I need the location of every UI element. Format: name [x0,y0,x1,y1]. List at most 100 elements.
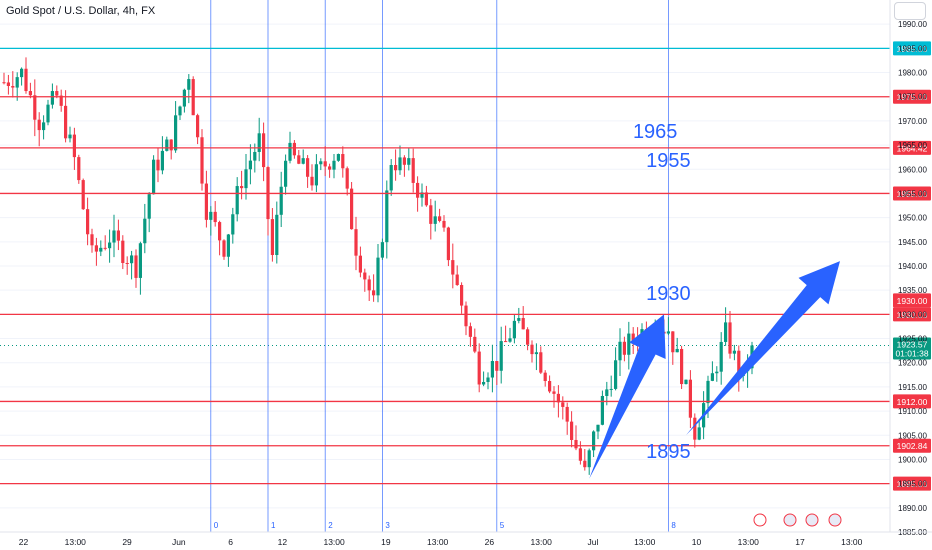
candle-body [464,305,468,327]
candle-body [424,192,428,206]
candle-body [156,159,160,171]
time-tick-label: 29 [122,537,132,547]
candle-body [486,377,490,382]
time-tick-label: 13:00 [531,537,553,547]
price-tick-label: 1900.00 [898,455,927,464]
candle-body [310,176,314,186]
candle-body [130,255,134,264]
level-tag [893,438,931,453]
time-tick-label: 13:00 [427,537,449,547]
session-label: 8 [671,521,676,530]
candle-body [11,85,15,88]
candle-body [64,105,68,139]
candle-body [728,322,732,354]
price-tick-label: 1895.00 [898,480,927,489]
candle-body [165,139,169,151]
level-tag [893,307,931,322]
candle-body [438,216,442,221]
candle-body [605,389,609,396]
candle-body [490,361,494,378]
candle-body [614,360,618,389]
time-tick-label: 22 [19,537,29,547]
candle-body [33,95,37,120]
candle-body [125,262,129,264]
candle-body [240,186,244,189]
candle-body [680,348,684,385]
candle-body [187,79,191,90]
candle-body [574,439,578,449]
candle-body [609,388,613,390]
candle-body [37,119,41,131]
candle-body [152,159,156,195]
candle-body [631,333,635,341]
time-tick-label: 12 [278,537,288,547]
price-tick-label: 1915.00 [898,383,927,392]
candle-body [350,188,354,230]
candle-body [710,373,714,381]
candle-body [297,155,301,164]
candle-body [90,234,94,246]
candle-body [460,285,464,306]
candle-body [394,165,398,171]
candle-body [385,190,389,243]
candle-body [411,158,415,183]
price-annotation: 1930 [646,283,691,305]
session-lines: 0 1 2 3 5 8 [210,0,676,532]
economic-event-icon [828,513,842,527]
price-annotations: 1965 1955 1930 1895 [633,121,691,463]
candle-body [367,279,371,291]
candle-body [244,169,248,189]
candle-body [737,350,741,377]
time-axis[interactable]: 22 13:00 29 Jun 6 12 13:00 19 13:00 26 13:00 Jul 13:… [0,513,932,547]
candle-body [715,371,719,374]
candle-body [429,205,433,224]
level-tag-label: 1964.42 [897,143,928,153]
candle-body [380,242,384,258]
candle-body [174,115,178,151]
level-tag-label: 1902.84 [897,441,928,451]
candle-body [622,341,626,355]
price-tick-label: 1965.00 [898,141,927,150]
candle-body [372,290,376,296]
extra-tag-label: 1930.00 [897,296,928,306]
price-axis[interactable]: 1885.001890.001895.001900.001905.001910.… [889,0,927,537]
candle-body [20,68,24,78]
candle-body [108,242,112,249]
candle-body [319,161,323,165]
level-tag-label: 1895.00 [897,479,928,489]
candle-body [477,351,481,385]
candle-body [627,333,631,355]
candle-body [218,222,222,241]
candle-body [42,122,46,131]
candle-body [688,379,692,418]
candle-body [72,134,76,158]
candle-body [46,104,50,123]
candle-body [103,247,107,249]
level-tag-label: 1930.00 [897,310,928,320]
candle-body [235,186,239,215]
time-tick-label: 13:00 [65,537,87,547]
candle-body [389,165,393,191]
candle-body [416,182,420,198]
time-tick-label: Jun [172,537,186,547]
time-tick-label: 13:00 [323,537,345,547]
candle-body [407,158,411,165]
candle-body [112,230,116,243]
level-tag-label: 1985.00 [897,44,928,54]
price-annotation: 1895 [646,441,691,463]
candle-body [565,406,569,422]
current-price-tag [893,337,931,360]
price-tick-label: 1955.00 [898,189,927,198]
candle-body [345,168,349,189]
candle-body [328,166,332,170]
candle-body [521,318,525,330]
grid-lines [0,23,890,533]
candle-body [499,341,503,371]
candle-body [539,352,543,373]
candle-body [182,89,186,107]
candle-body [81,180,85,210]
candle-body [213,211,217,223]
price-axis-settings-button[interactable] [894,2,926,20]
candle-body [306,158,310,177]
